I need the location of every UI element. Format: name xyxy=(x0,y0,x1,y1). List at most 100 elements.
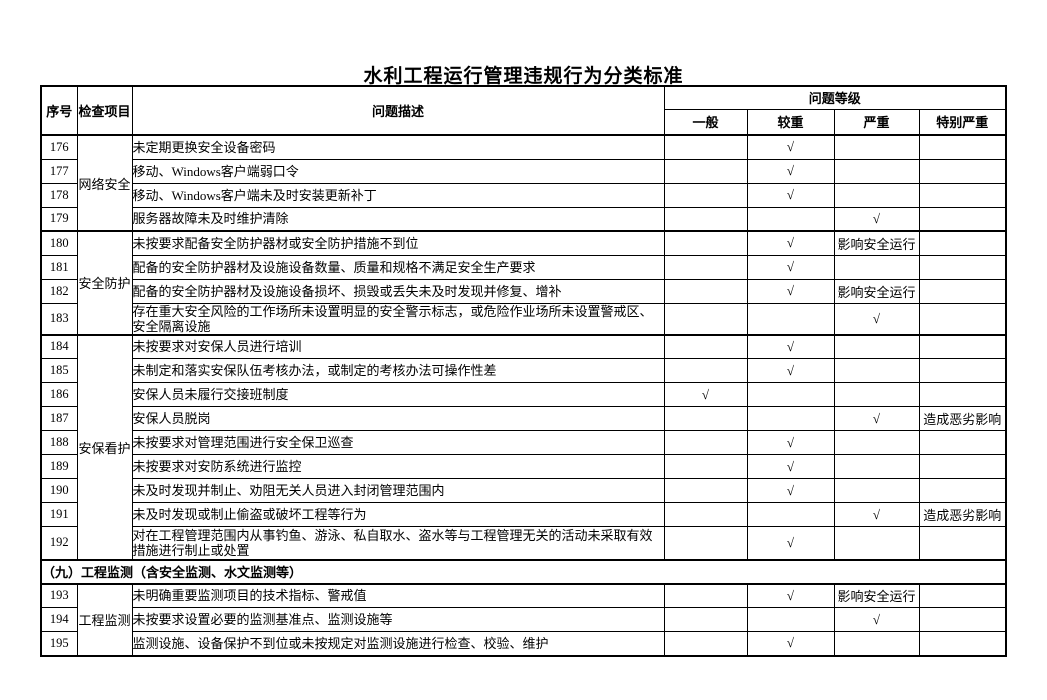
grade-moderate-cell xyxy=(746,206,835,232)
problem-description: 移动、Windows客户端弱口令 xyxy=(131,158,665,184)
grade-extreme-cell: 造成恶劣影响 xyxy=(918,502,1007,527)
header-grade-extreme: 特别严重 xyxy=(918,108,1007,136)
grade-extreme-cell xyxy=(918,158,1007,184)
problem-description: 安保人员未履行交接班制度 xyxy=(131,382,665,407)
grade-moderate-cell xyxy=(746,302,835,335)
table-row: 184 安保看护 未按要求对安保人员进行培训 √ xyxy=(40,333,1007,560)
row-number: 193 xyxy=(40,582,78,608)
grade-serious-cell xyxy=(833,358,920,383)
section-header: （九）工程监测（含安全监测、水文监测等） xyxy=(40,558,1007,584)
row-number: 192 xyxy=(40,526,78,560)
grade-extreme-cell xyxy=(918,134,1007,160)
grade-extreme-cell xyxy=(918,182,1007,208)
grade-extreme-cell xyxy=(918,230,1007,256)
grade-general-cell xyxy=(663,302,748,335)
row-number: 179 xyxy=(40,206,78,232)
grade-extreme-cell xyxy=(918,254,1007,280)
grade-extreme-cell xyxy=(918,206,1007,232)
problem-description: 未按要求配备安全防护器材或安全防护措施不到位 xyxy=(131,230,665,256)
table-row: 195 监测设施、设备保护不到位或未按规定对监测设施进行检查、校验、维护 √ xyxy=(40,631,1007,656)
grade-general-cell xyxy=(663,230,748,256)
row-number: 180 xyxy=(40,230,78,256)
grade-moderate-cell: √ xyxy=(746,454,835,479)
table-header-row: 序号 检查项目 问题描述 问题等级 xyxy=(40,85,1007,136)
grade-general-cell xyxy=(663,406,748,431)
problem-description: 监测设施、设备保护不到位或未按规定对监测设施进行检查、校验、维护 xyxy=(131,631,665,656)
grade-extreme-cell: 造成恶劣影响 xyxy=(918,406,1007,431)
grade-general-cell xyxy=(663,526,748,560)
header-problem-description: 问题描述 xyxy=(131,85,665,136)
grade-general-cell xyxy=(663,254,748,280)
grade-general-cell xyxy=(663,333,748,359)
grade-general-cell xyxy=(663,631,748,656)
grade-serious-cell: √ xyxy=(833,302,920,335)
grade-extreme-cell xyxy=(918,582,1007,608)
problem-description: 未按要求对管理范围进行安全保卫巡查 xyxy=(131,430,665,455)
header-problem-grade: 问题等级 xyxy=(663,85,1007,110)
row-number: 194 xyxy=(40,607,78,632)
problem-description: 未按要求对安保人员进行培训 xyxy=(131,333,665,359)
grade-serious-cell xyxy=(833,430,920,455)
problem-description: 未按要求设置必要的监测基准点、监测设施等 xyxy=(131,607,665,632)
grade-moderate-cell xyxy=(746,502,835,527)
row-number: 178 xyxy=(40,182,78,208)
grade-general-cell xyxy=(663,478,748,503)
grade-moderate-cell: √ xyxy=(746,358,835,383)
problem-description: 服务器故障未及时维护清除 xyxy=(131,206,665,232)
table-row: 177 移动、Windows客户端弱口令 √ xyxy=(40,158,1007,184)
header-grade-serious: 严重 xyxy=(833,108,920,136)
row-number: 187 xyxy=(40,406,78,431)
grade-extreme-cell xyxy=(918,278,1007,304)
problem-description: 移动、Windows客户端未及时安装更新补丁 xyxy=(131,182,665,208)
table-row: 176 网络安全 未定期更换安全设备密码 √ xyxy=(40,134,1007,232)
table-row: 183 存在重大安全风险的工作场所未设置明显的安全警示标志，或危险作业场所未设置… xyxy=(40,302,1007,335)
row-number: 195 xyxy=(40,631,78,656)
table-row: 185 未制定和落实安保队伍考核办法，或制定的考核办法可操作性差 √ xyxy=(40,358,1007,383)
problem-description: 未制定和落实安保队伍考核办法，或制定的考核办法可操作性差 xyxy=(131,358,665,383)
header-serial-number: 序号 xyxy=(40,85,78,136)
grade-moderate-cell: √ xyxy=(746,582,835,608)
grade-moderate-cell: √ xyxy=(746,254,835,280)
grade-moderate-cell: √ xyxy=(746,430,835,455)
grade-serious-cell xyxy=(833,478,920,503)
problem-description: 存在重大安全风险的工作场所未设置明显的安全警示标志，或危险作业场所未设置警戒区、… xyxy=(131,302,665,335)
table-row: 179 服务器故障未及时维护清除 √ xyxy=(40,206,1007,232)
grade-general-cell xyxy=(663,206,748,232)
problem-description: 安保人员脱岗 xyxy=(131,406,665,431)
table-row: 187 安保人员脱岗 √ 造成恶劣影响 xyxy=(40,406,1007,431)
header-grade-moderate: 较重 xyxy=(746,108,835,136)
grade-serious-cell: 影响安全运行 xyxy=(833,278,920,304)
grade-general-cell xyxy=(663,454,748,479)
problem-description: 配备的安全防护器材及设施设备损坏、损毁或丢失未及时发现并修复、增补 xyxy=(131,278,665,304)
group-label-safety-protection: 安全防护 xyxy=(76,230,133,335)
grade-extreme-cell xyxy=(918,454,1007,479)
row-number: 188 xyxy=(40,430,78,455)
grade-serious-cell xyxy=(833,134,920,160)
grade-serious-cell: √ xyxy=(833,206,920,232)
grade-serious-cell xyxy=(833,631,920,656)
grade-moderate-cell: √ xyxy=(746,333,835,359)
grade-moderate-cell: √ xyxy=(746,631,835,656)
grade-moderate-cell: √ xyxy=(746,158,835,184)
grade-serious-cell xyxy=(833,382,920,407)
grade-serious-cell xyxy=(833,526,920,560)
table-row: 188 未按要求对管理范围进行安全保卫巡查 √ xyxy=(40,430,1007,455)
grade-moderate-cell: √ xyxy=(746,230,835,256)
table-row: 178 移动、Windows客户端未及时安装更新补丁 √ xyxy=(40,182,1007,208)
grade-moderate-cell: √ xyxy=(746,278,835,304)
grade-serious-cell xyxy=(833,158,920,184)
group-label-project-monitoring: 工程监测 xyxy=(76,582,133,656)
grade-extreme-cell xyxy=(918,358,1007,383)
grade-serious-cell xyxy=(833,454,920,479)
table-row: 180 安全防护 未按要求配备安全防护器材或安全防护措施不到位 √ 影响安全运行 xyxy=(40,230,1007,335)
grade-extreme-cell xyxy=(918,430,1007,455)
grade-general-cell xyxy=(663,278,748,304)
grade-moderate-cell xyxy=(746,382,835,407)
row-number: 182 xyxy=(40,278,78,304)
row-number: 191 xyxy=(40,502,78,527)
grade-extreme-cell xyxy=(918,333,1007,359)
problem-description: 未及时发现或制止偷盗或破坏工程等行为 xyxy=(131,502,665,527)
grade-general-cell xyxy=(663,182,748,208)
section-header-row: （九）工程监测（含安全监测、水文监测等） xyxy=(40,558,1007,584)
